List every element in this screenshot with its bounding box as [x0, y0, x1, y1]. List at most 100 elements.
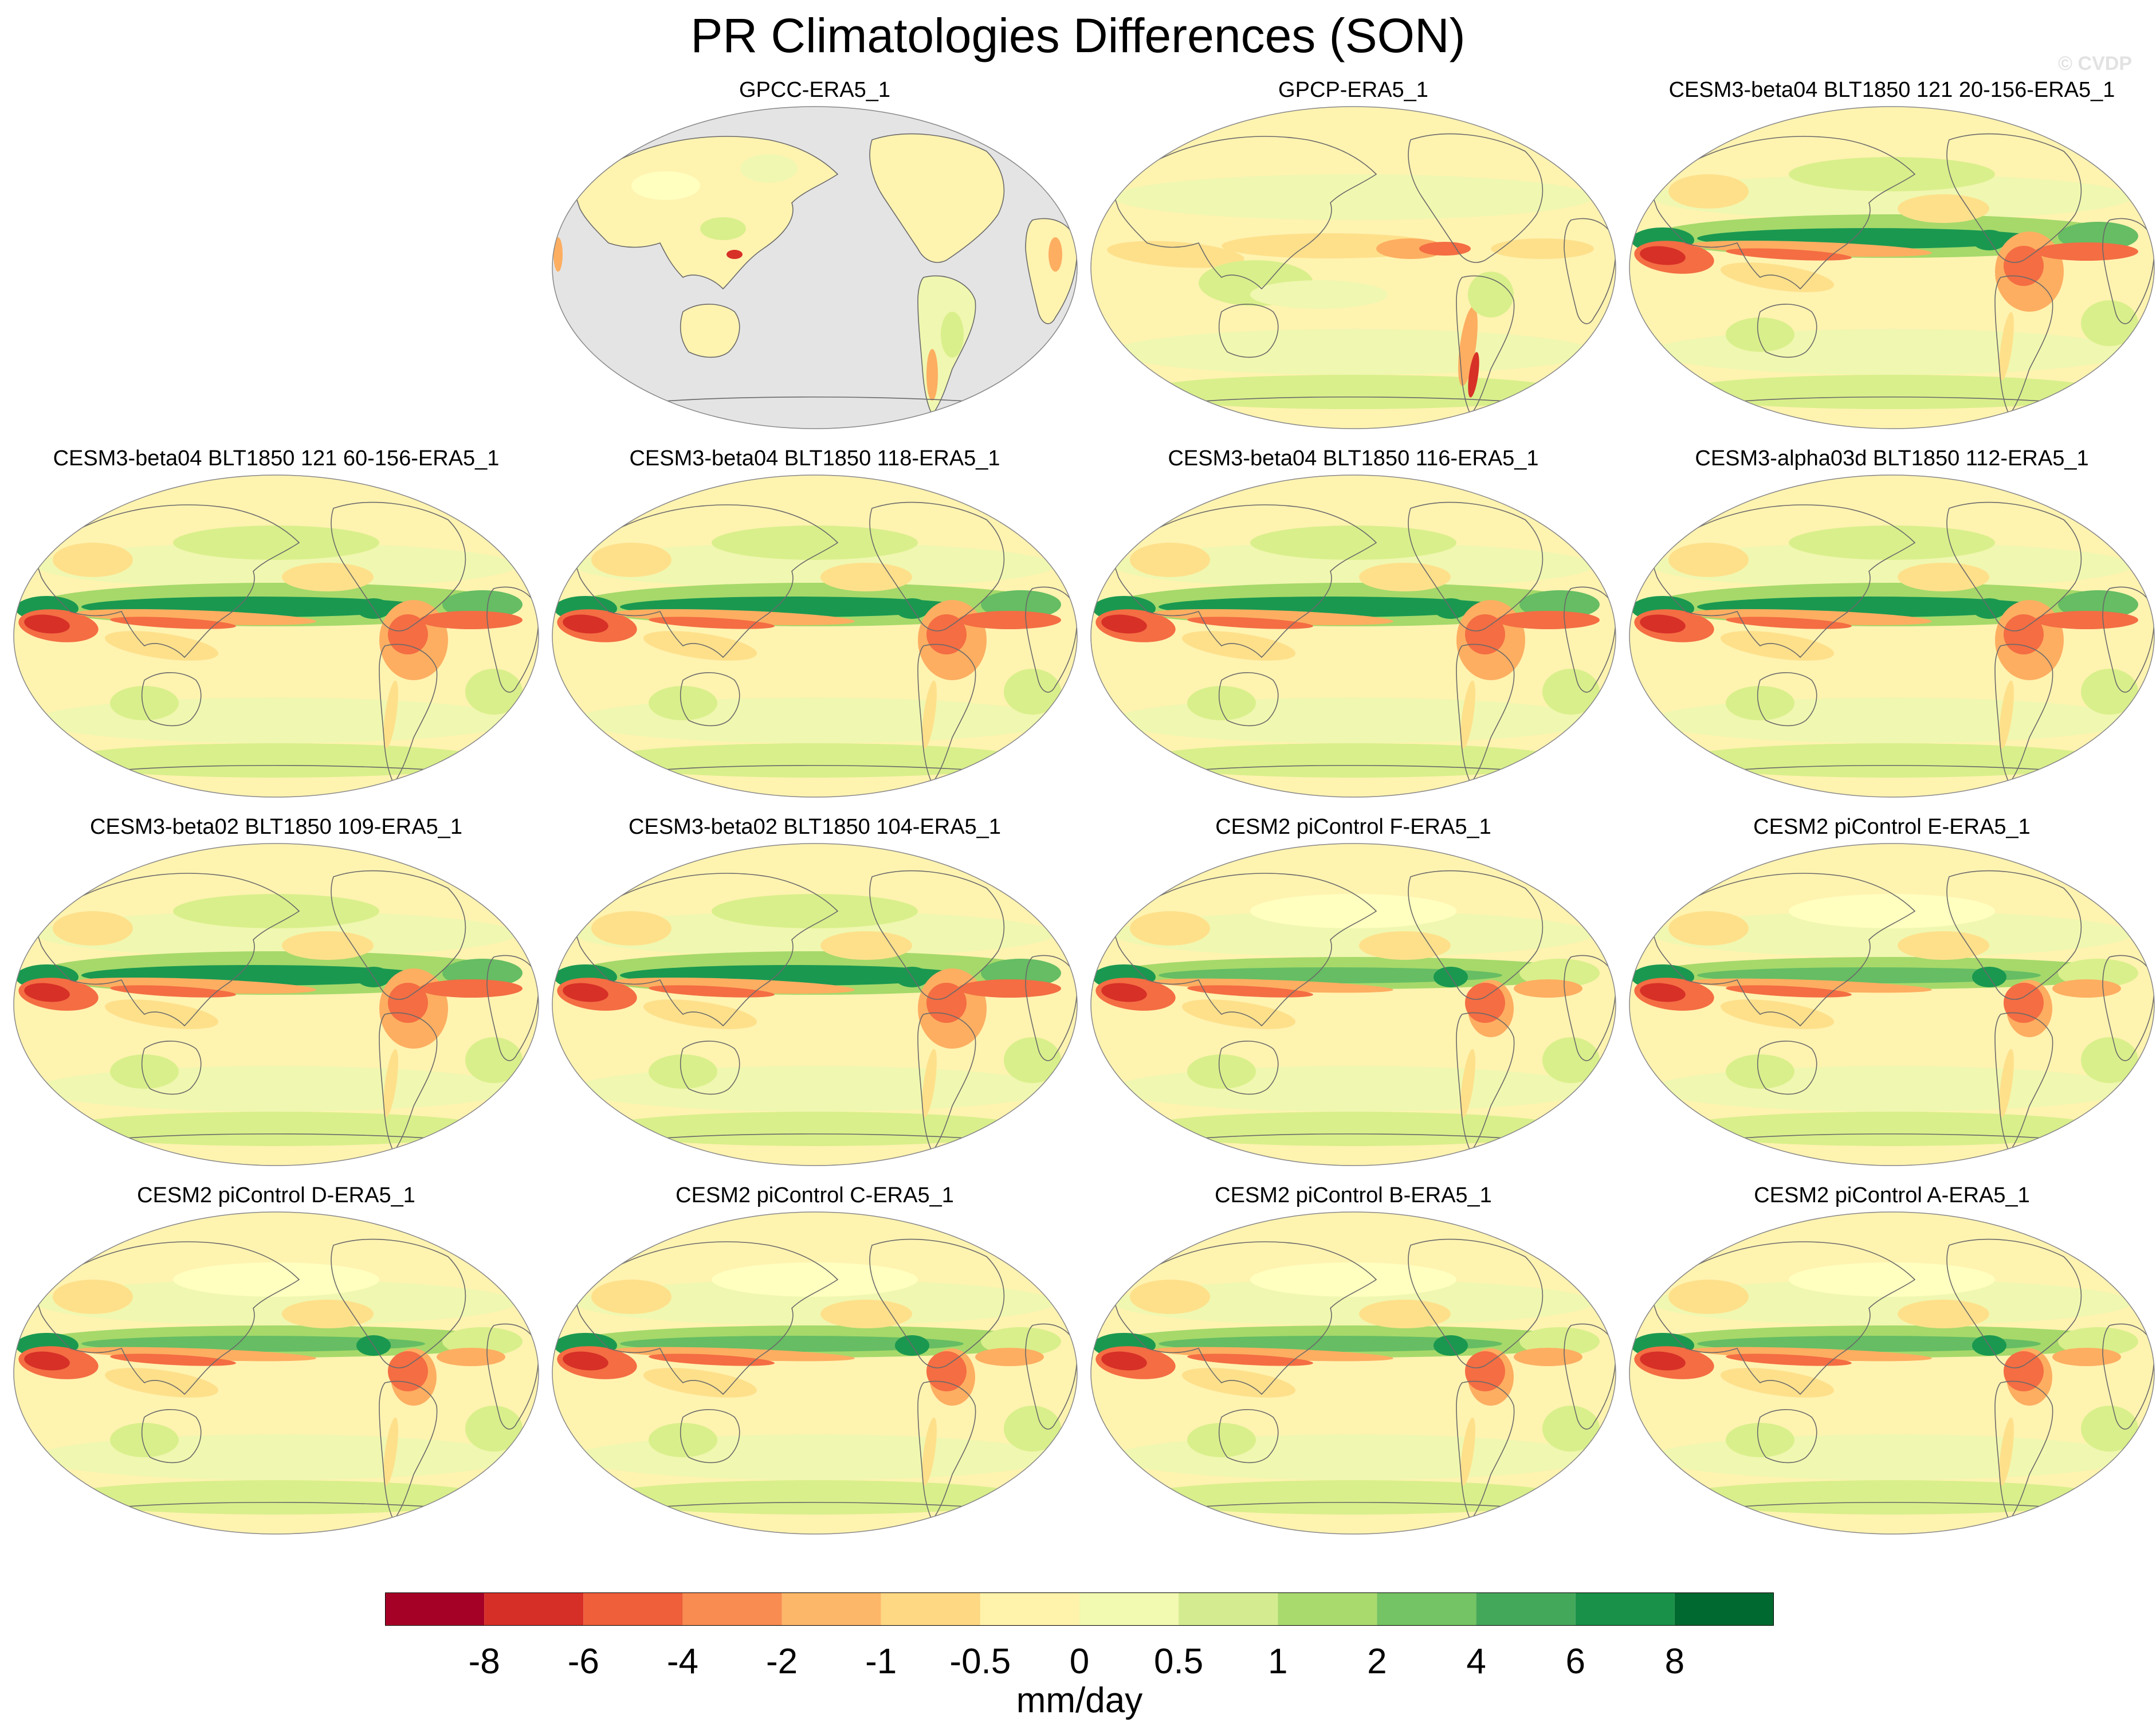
- north-america-outline: [1408, 1238, 1544, 1368]
- precip-difference-map: [1090, 106, 1616, 429]
- australia-outline: [680, 672, 740, 727]
- north-america-outline: [869, 1238, 1005, 1368]
- australia-outline: [141, 1041, 202, 1095]
- map-panel: CESM2 piControl B-ERA5_1: [1090, 1181, 1617, 1536]
- map-panel: CESM2 piControl F-ERA5_1: [1090, 813, 1617, 1168]
- panel-title: CESM3-beta04 BLT1850 118-ERA5_1: [629, 446, 1000, 470]
- antarctica-outline: [637, 1133, 999, 1141]
- australia-outline: [1218, 304, 1279, 358]
- precip-difference-map: [1629, 843, 2155, 1166]
- antarctica-outline: [1714, 396, 2076, 404]
- colorbar-swatch: [1179, 1592, 1278, 1626]
- precip-difference-map: [1090, 843, 1616, 1166]
- asia-outline: [35, 1241, 300, 1395]
- precip-difference-map: [13, 843, 539, 1166]
- asia-outline: [35, 873, 300, 1027]
- precip-difference-map: [552, 843, 1078, 1166]
- map-panel: CESM3-beta02 BLT1850 109-ERA5_1: [13, 813, 540, 1168]
- colorbar-swatch: [484, 1592, 584, 1626]
- antarctica-outline: [1714, 1133, 2076, 1141]
- north-america-outline: [1946, 870, 2082, 1000]
- australia-outline: [141, 672, 202, 727]
- australia-outline: [1218, 1409, 1279, 1464]
- australia-outline: [141, 1409, 202, 1464]
- colorbar-tick-label: -2: [765, 1642, 798, 1681]
- australia-outline: [680, 1041, 740, 1095]
- map-panel: CESM3-beta02 BLT1850 104-ERA5_1: [551, 813, 1078, 1168]
- panel-title: CESM3-alpha03d BLT1850 112-ERA5_1: [1695, 446, 2089, 470]
- colorbar-swatch: [1476, 1592, 1576, 1626]
- colorbar-swatch: [1575, 1592, 1675, 1626]
- precip-difference-map: [13, 1211, 539, 1535]
- north-america-outline: [1408, 133, 1544, 263]
- asia-outline: [1112, 873, 1377, 1027]
- watermark: © CVDP: [2058, 53, 2132, 74]
- antarctica-outline: [637, 1501, 999, 1509]
- colorbar: -8 -6 -4 -2 -1 -0.5 0 0.5 1 2 4 6 8 mm/day: [385, 1592, 1774, 1720]
- colorbar-tick-label: 1: [1268, 1642, 1288, 1681]
- colorbar-tick-label: 4: [1466, 1642, 1486, 1681]
- precip-difference-map: [552, 1211, 1078, 1535]
- antarctica-outline: [637, 396, 999, 404]
- north-america-outline: [869, 870, 1005, 1000]
- panel-title: CESM3-beta04 BLT1850 121 20-156-ERA5_1: [1668, 78, 2115, 102]
- panel-title: CESM2 piControl F-ERA5_1: [1215, 815, 1491, 839]
- colorbar-tick-label: -6: [567, 1642, 599, 1681]
- colorbar-units: mm/day: [1016, 1681, 1143, 1720]
- colorbar-tick-label: 0: [1069, 1642, 1090, 1681]
- panel-title: CESM2 piControl B-ERA5_1: [1215, 1183, 1492, 1207]
- antarctica-outline: [637, 764, 999, 772]
- colorbar-tick-label: -0.5: [949, 1642, 1011, 1681]
- antarctica-outline: [98, 1501, 460, 1509]
- asia-outline: [1112, 504, 1377, 658]
- australia-outline: [680, 304, 740, 358]
- asia-outline: [574, 873, 839, 1027]
- colorbar-swatch: [1674, 1592, 1774, 1626]
- australia-outline: [1757, 1409, 1817, 1464]
- antarctica-outline: [1714, 1501, 2076, 1509]
- australia-outline: [1757, 304, 1817, 358]
- precip-difference-map: [1090, 1211, 1616, 1535]
- australia-outline: [1218, 1041, 1279, 1095]
- asia-outline: [574, 136, 839, 290]
- map-panel: CESM3-alpha03d BLT1850 112-ERA5_1: [1628, 444, 2155, 799]
- map-panel: CESM3-beta04 BLT1850 116-ERA5_1: [1090, 444, 1617, 799]
- australia-outline: [1757, 1041, 1817, 1095]
- figure-title: PR Climatologies Differences (SON): [690, 9, 1466, 62]
- colorbar-swatch: [1079, 1592, 1179, 1626]
- map-panel: CESM3-beta04 BLT1850 121 20-156-ERA5_1: [1628, 76, 2155, 431]
- asia-outline: [1651, 504, 1916, 658]
- panel-title: CESM2 piControl A-ERA5_1: [1754, 1183, 2030, 1207]
- colorbar-swatch: [1377, 1592, 1476, 1626]
- precip-difference-map: [1629, 1211, 2155, 1535]
- antarctica-outline: [1175, 1501, 1537, 1509]
- panel-title: GPCP-ERA5_1: [1278, 78, 1428, 102]
- north-america-outline: [331, 501, 466, 631]
- panel-title: CESM2 piControl D-ERA5_1: [137, 1183, 415, 1207]
- north-america-outline: [869, 133, 1005, 263]
- asia-outline: [1651, 136, 1916, 290]
- panel-title: CESM2 piControl E-ERA5_1: [1753, 815, 2031, 839]
- colorbar-swatch: [781, 1592, 881, 1626]
- colorbar-tick-label: -8: [468, 1642, 500, 1681]
- north-america-outline: [1946, 1238, 2082, 1368]
- australia-outline: [1757, 672, 1817, 727]
- panel-title: GPCC-ERA5_1: [739, 78, 890, 102]
- north-america-outline: [331, 1238, 466, 1368]
- colorbar-swatch: [980, 1592, 1079, 1626]
- antarctica-outline: [98, 764, 460, 772]
- north-america-outline: [331, 870, 466, 1000]
- panel-title: CESM3-beta04 BLT1850 121 60-156-ERA5_1: [53, 446, 500, 470]
- asia-outline: [1112, 136, 1377, 290]
- colorbar-swatch: [1278, 1592, 1377, 1626]
- north-america-outline: [1408, 870, 1544, 1000]
- colorbar-tick-label: 2: [1367, 1642, 1387, 1681]
- colorbar-bar: [385, 1592, 1774, 1626]
- australia-outline: [680, 1409, 740, 1464]
- antarctica-outline: [1714, 764, 2076, 772]
- antarctica-outline: [1175, 764, 1537, 772]
- precip-difference-map: [13, 474, 539, 798]
- panel-title: CESM2 piControl C-ERA5_1: [676, 1183, 954, 1207]
- asia-outline: [1651, 873, 1916, 1027]
- colorbar-tick-label: 0.5: [1154, 1642, 1204, 1681]
